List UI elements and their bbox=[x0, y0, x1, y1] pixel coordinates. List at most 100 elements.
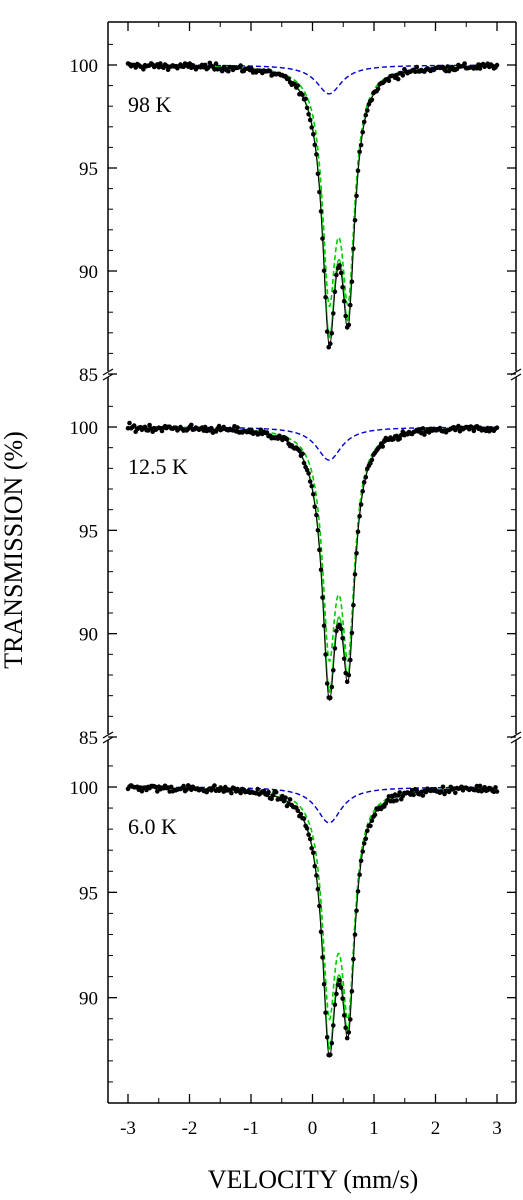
data-point bbox=[380, 444, 386, 449]
data-point bbox=[307, 836, 313, 842]
data-point bbox=[357, 513, 362, 519]
data-point bbox=[326, 344, 332, 350]
panel-2: 100 95 90 6.0 K bbox=[70, 765, 516, 1083]
data-point bbox=[358, 858, 364, 864]
data-point bbox=[306, 471, 311, 476]
data-point bbox=[301, 816, 307, 821]
data-point bbox=[309, 125, 315, 130]
data-point bbox=[337, 977, 342, 983]
data-point bbox=[168, 784, 174, 790]
data-point bbox=[369, 457, 375, 463]
data-point bbox=[307, 117, 313, 123]
data-point bbox=[386, 78, 392, 84]
data-point bbox=[328, 341, 333, 347]
data-point bbox=[209, 425, 214, 431]
data-point bbox=[321, 268, 327, 274]
data-point bbox=[351, 956, 356, 962]
data-point bbox=[312, 863, 318, 869]
data-point bbox=[287, 797, 293, 802]
data-point bbox=[273, 789, 279, 795]
data-point bbox=[332, 289, 338, 295]
data-point bbox=[307, 479, 313, 484]
data-point bbox=[453, 790, 458, 796]
data-point bbox=[348, 657, 353, 663]
data-point bbox=[351, 602, 356, 608]
x-axis-title: VELOCITY (mm/s) bbox=[208, 1165, 419, 1194]
data-point bbox=[317, 189, 322, 195]
data-point bbox=[341, 1013, 347, 1018]
y-tick-label: 100 bbox=[70, 778, 99, 799]
green-fit-curve bbox=[128, 787, 497, 1051]
data-point bbox=[363, 475, 369, 480]
data-point bbox=[337, 623, 342, 628]
y-tick-label: 95 bbox=[79, 159, 98, 180]
panel-temperature-label: 12.5 K bbox=[128, 454, 188, 479]
x-tick-label: -3 bbox=[120, 1118, 136, 1139]
data-point bbox=[304, 105, 310, 111]
data-point bbox=[238, 790, 243, 796]
data-point bbox=[315, 171, 321, 177]
data-point bbox=[344, 679, 350, 685]
data-point bbox=[420, 793, 426, 798]
data-point bbox=[295, 808, 301, 813]
data-point bbox=[369, 97, 375, 103]
data-point bbox=[360, 129, 366, 135]
data-point bbox=[477, 783, 483, 789]
data-point bbox=[477, 66, 483, 71]
data-point bbox=[284, 436, 290, 442]
minor-component-curve bbox=[128, 786, 497, 824]
data-point bbox=[338, 985, 344, 990]
data-point bbox=[352, 572, 358, 577]
data-point bbox=[355, 168, 361, 174]
data-point bbox=[131, 423, 137, 428]
y-tick-label: 95 bbox=[79, 521, 98, 542]
data-point bbox=[303, 96, 308, 102]
data-point bbox=[348, 302, 353, 308]
data-point bbox=[320, 595, 325, 600]
data-point bbox=[361, 119, 367, 125]
data-point bbox=[309, 846, 315, 851]
data-point bbox=[314, 152, 319, 157]
data-point bbox=[344, 1035, 350, 1041]
data-point bbox=[332, 646, 338, 651]
data-point bbox=[358, 142, 364, 148]
data-point bbox=[281, 798, 287, 804]
data-point bbox=[354, 193, 359, 199]
data-point bbox=[311, 132, 316, 137]
data-points bbox=[125, 60, 500, 350]
axis-break-mark bbox=[102, 731, 114, 739]
total-fit-curve bbox=[128, 787, 497, 1059]
data-point bbox=[331, 311, 336, 316]
data-point bbox=[446, 789, 452, 795]
data-point bbox=[249, 427, 254, 433]
data-point bbox=[368, 823, 373, 829]
data-point bbox=[321, 982, 327, 987]
data-point bbox=[314, 873, 319, 878]
data-point bbox=[318, 929, 324, 935]
data-point bbox=[306, 112, 311, 117]
axis-break-mark bbox=[102, 736, 114, 744]
data-point bbox=[320, 955, 325, 960]
data-point bbox=[181, 783, 186, 789]
data-point bbox=[141, 67, 146, 72]
data-point bbox=[414, 64, 420, 70]
data-point bbox=[337, 263, 342, 268]
data-point bbox=[323, 652, 328, 657]
data-point bbox=[482, 785, 487, 790]
data-point bbox=[329, 1040, 335, 1046]
data-point bbox=[270, 793, 276, 798]
data-point bbox=[216, 423, 222, 429]
data-point bbox=[317, 547, 322, 553]
data-point bbox=[238, 63, 243, 68]
data-points bbox=[125, 783, 500, 1058]
data-point bbox=[440, 784, 446, 790]
data-point bbox=[309, 483, 315, 489]
data-point bbox=[311, 850, 316, 855]
data-point bbox=[494, 789, 500, 794]
data-point bbox=[340, 636, 345, 641]
data-point bbox=[363, 836, 369, 842]
data-point bbox=[351, 246, 356, 251]
data-point bbox=[320, 236, 325, 241]
data-point bbox=[269, 796, 274, 802]
